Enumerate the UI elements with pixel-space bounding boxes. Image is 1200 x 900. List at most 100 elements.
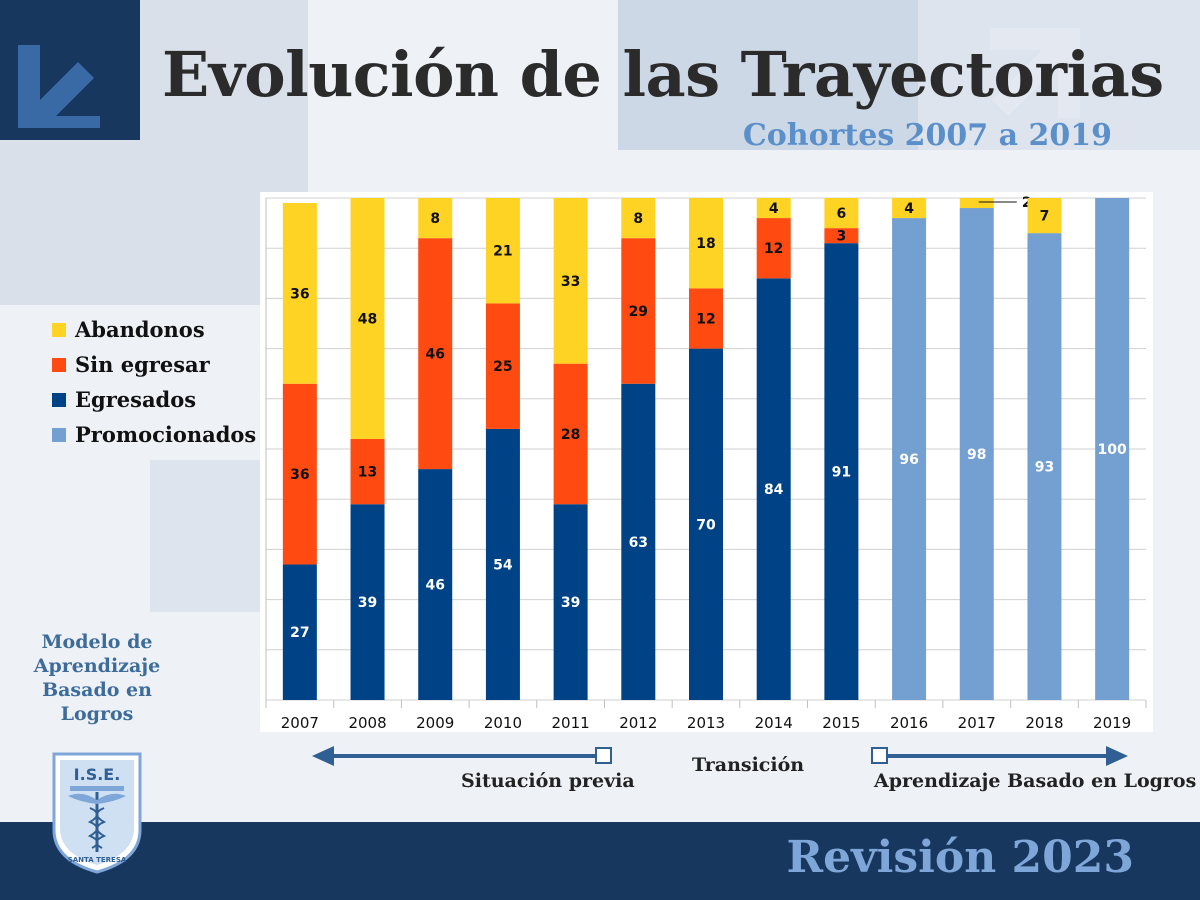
bar-segment xyxy=(485,198,520,304)
phase-marker-new xyxy=(871,747,888,764)
phase-label-transition: Transición xyxy=(692,754,805,776)
footer-bar xyxy=(0,822,1200,900)
bar-segment xyxy=(350,198,385,439)
data-label: 36 xyxy=(290,467,309,483)
faint-arrow-icon xyxy=(990,28,1080,118)
data-label: 13 xyxy=(358,465,377,481)
bar-segment xyxy=(1027,198,1062,234)
legend-item: Abandonos xyxy=(52,312,256,347)
page-subtitle: Cohortes 2007 a 2019 xyxy=(742,118,1112,153)
bar-segment xyxy=(892,218,927,700)
data-label: 28 xyxy=(561,427,580,443)
bar-segment xyxy=(689,198,723,289)
legend-label: Abandonos xyxy=(75,317,205,342)
phase-marker-previous xyxy=(595,747,612,764)
data-label: 91 xyxy=(832,465,851,481)
data-label: 12 xyxy=(764,241,783,257)
bar-segment xyxy=(350,504,385,700)
x-tick-label: 2016 xyxy=(890,714,928,732)
bar-segment xyxy=(1027,233,1062,700)
data-label: 54 xyxy=(493,557,513,573)
x-tick-label: 2009 xyxy=(416,714,454,732)
data-label: 27 xyxy=(290,625,309,641)
data-label: 46 xyxy=(425,578,444,594)
background-block xyxy=(150,460,260,612)
x-tick-label: 2008 xyxy=(348,714,386,732)
data-label: 100 xyxy=(1098,442,1127,458)
x-tick-label: 2019 xyxy=(1093,714,1131,732)
bar-segment xyxy=(756,278,791,700)
bar-segment xyxy=(485,303,520,429)
legend-swatch xyxy=(52,427,66,442)
x-tick-label: 2018 xyxy=(1025,714,1063,732)
x-tick-label: 2011 xyxy=(552,714,590,732)
bar-segment xyxy=(282,203,317,384)
bar-segment xyxy=(553,504,588,700)
bar-segment xyxy=(553,198,588,364)
bar-segment xyxy=(959,208,994,700)
legend-swatch xyxy=(52,357,66,372)
x-tick-label: 2010 xyxy=(484,714,522,732)
legend-item: Sin egresar xyxy=(52,347,256,382)
data-label: 39 xyxy=(561,595,580,611)
data-label: 96 xyxy=(899,452,918,468)
x-tick-label: 2017 xyxy=(958,714,996,732)
arrow-left-head xyxy=(312,746,334,766)
data-label: 21 xyxy=(493,244,512,260)
bar-segment xyxy=(553,363,588,505)
legend-label: Egresados xyxy=(75,387,197,412)
bar-segment xyxy=(282,383,317,565)
data-label: 33 xyxy=(561,274,580,290)
bar-segment xyxy=(485,428,520,700)
data-label: 12 xyxy=(696,311,715,327)
bar-segment xyxy=(756,198,791,219)
data-label: 93 xyxy=(1035,460,1054,476)
arrow-right-shaft xyxy=(887,754,1109,758)
chart-legend: Abandonos Sin egresar Egresados Promocionad… xyxy=(52,312,256,452)
data-label: 39 xyxy=(358,595,377,611)
legend-swatch xyxy=(52,392,66,407)
phase-label-previous: Situación previa xyxy=(461,770,635,792)
data-label: 70 xyxy=(696,517,716,533)
legend-item: Promocionados xyxy=(52,417,256,452)
legend-label: Sin egresar xyxy=(75,352,210,377)
x-tick-label: 2014 xyxy=(755,714,793,732)
arrow-right-head xyxy=(1106,746,1128,766)
legend-label: Promocionados xyxy=(75,422,257,447)
model-note: Modelo de Aprendizaje Basado en Logros xyxy=(33,631,161,725)
bar-segment xyxy=(418,238,453,470)
data-label: 4 xyxy=(904,201,914,217)
chart-panel: 27 36 36 2007 39 13 48 2008 46 46 8 2009 54 25 21 2010 3… xyxy=(260,192,1153,732)
x-tick-label: 2012 xyxy=(619,714,657,732)
bar-segment xyxy=(621,198,656,239)
data-label: 8 xyxy=(430,211,440,227)
phase-arrows xyxy=(312,746,1128,766)
data-label: 7 xyxy=(1040,209,1050,225)
bar-segment xyxy=(756,218,791,279)
logo-caption: SANTA TERESA xyxy=(68,856,127,864)
data-label: 18 xyxy=(696,236,715,252)
data-label: 6 xyxy=(837,206,847,222)
bar-segment xyxy=(418,469,453,700)
data-label: 29 xyxy=(629,304,648,320)
data-label: 48 xyxy=(358,311,377,327)
data-label: 25 xyxy=(493,359,512,375)
bar-segment xyxy=(282,564,317,700)
revision-label: Revisión 2023 xyxy=(786,832,1134,883)
bar-segment xyxy=(1095,198,1130,700)
page-title: Evolución de las Trayectorias xyxy=(162,38,1164,111)
bar-segment xyxy=(689,348,723,700)
data-label: 2 xyxy=(1022,195,1032,211)
bar-segment xyxy=(892,198,927,219)
data-label: 8 xyxy=(633,211,643,227)
data-label: 98 xyxy=(967,447,986,463)
corner-icon-box xyxy=(0,0,140,140)
phase-label-new-model: Aprendizaje Basado en Logros xyxy=(874,770,1197,792)
legend-item: Egresados xyxy=(52,382,256,417)
arrow-down-left-icon xyxy=(18,45,100,128)
x-tick-label: 2013 xyxy=(687,714,725,732)
logo-text: I.S.E. xyxy=(74,765,121,784)
data-label: 46 xyxy=(425,347,444,363)
institution-logo: I.S.E. SANTA TERESA xyxy=(52,752,142,874)
bar-segment xyxy=(689,288,723,349)
